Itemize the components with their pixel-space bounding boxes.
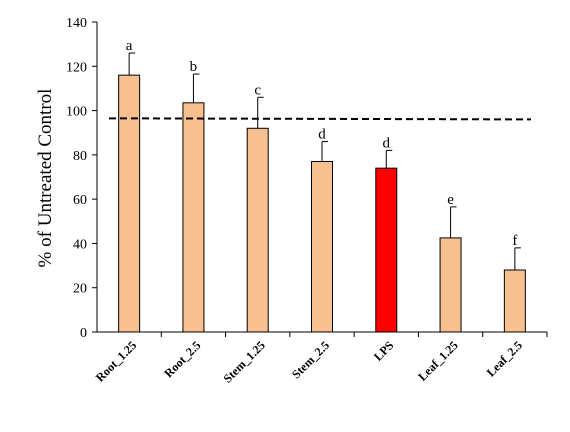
y-tick-label: 140	[66, 16, 87, 31]
bar	[439, 237, 462, 333]
y-tick-label: 20	[73, 282, 87, 297]
x-tick-label: Stem_2.5	[289, 338, 332, 381]
bar	[311, 161, 333, 333]
error-bars	[128, 52, 521, 270]
significance-letters: a b c d d e f	[126, 38, 518, 249]
x-tick-label: Root_1.25	[93, 338, 139, 384]
significance-letter: b	[190, 59, 198, 75]
y-axis-ticks: 0 20 40 60 80 100 120 140	[66, 16, 97, 341]
significance-letter: d	[383, 135, 391, 151]
significance-letter: a	[126, 38, 133, 54]
significance-letter: d	[318, 127, 326, 143]
x-tick-label: Leaf_2.5	[484, 338, 525, 379]
axes	[96, 22, 547, 333]
bar	[375, 167, 398, 333]
x-tick-label: Root_2.5	[161, 338, 203, 380]
y-tick-label: 100	[66, 105, 87, 120]
y-tick-label: 120	[66, 60, 87, 75]
x-tick-label: LPS	[371, 338, 397, 364]
y-tick-label: 40	[73, 237, 87, 252]
significance-letter: f	[512, 233, 517, 249]
y-tick-label: 0	[80, 326, 87, 341]
reference-line	[108, 117, 532, 121]
y-tick-label: 80	[73, 149, 87, 164]
bar	[182, 102, 205, 333]
x-tick-label: Leaf_1.25	[415, 338, 460, 383]
bar	[118, 74, 141, 333]
reference-line-group	[108, 117, 532, 121]
significance-letter: e	[447, 192, 454, 208]
x-axis-ticks: Root_1.25 Root_2.5 Stem_1.25 Stem_2.5 LPS Lea…	[93, 332, 548, 386]
bars	[118, 74, 526, 333]
x-tick-label: Stem_1.25	[220, 338, 267, 385]
bar	[246, 127, 269, 333]
bar	[503, 269, 526, 333]
y-tick-label: 60	[73, 193, 87, 208]
significance-letter: c	[254, 82, 261, 98]
y-axis-label: % of Untreated Control	[35, 89, 56, 268]
